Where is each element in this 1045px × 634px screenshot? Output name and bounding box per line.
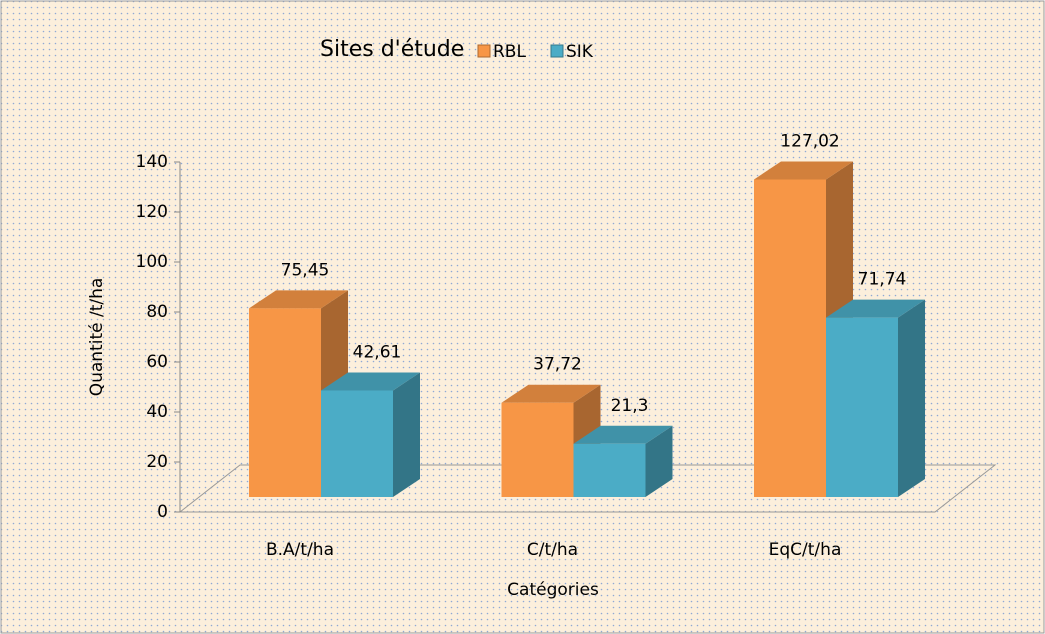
y-tick-label: 100 — [136, 252, 168, 272]
value-label: 127,02 — [780, 131, 839, 151]
y-tick-label: 0 — [157, 502, 168, 522]
bar-face — [573, 443, 646, 497]
value-label: 42,61 — [353, 342, 402, 362]
bar-face — [249, 308, 321, 497]
legend-label: SIK — [566, 42, 594, 62]
bar-face — [573, 425, 673, 444]
bar-face — [501, 384, 601, 403]
legend-title: Sites d'étude — [320, 37, 464, 62]
bar — [573, 425, 673, 497]
bar-face — [826, 299, 925, 318]
bar — [501, 384, 601, 497]
bar-face — [754, 179, 826, 497]
bar-face — [645, 425, 673, 497]
bar — [321, 372, 420, 497]
y-tick-label: 120 — [136, 202, 168, 222]
y-tick-label: 20 — [146, 452, 168, 472]
bar — [826, 299, 925, 497]
x-tick-label: B.A/t/ha — [266, 540, 334, 560]
y-axis-label: Quantité /t/ha — [87, 278, 107, 397]
legend-swatch — [550, 44, 564, 58]
bar-face — [826, 317, 898, 497]
y-tick-label: 80 — [146, 302, 168, 322]
value-label: 71,74 — [858, 270, 907, 290]
legend-label: RBL — [493, 42, 526, 62]
bar-face — [754, 161, 853, 180]
y-tick-label: 40 — [146, 402, 168, 422]
y-tick-label: 140 — [136, 152, 168, 172]
bar-face — [393, 372, 420, 497]
bar-face — [249, 290, 348, 309]
value-label: 37,72 — [533, 355, 582, 375]
bar-face — [898, 299, 925, 497]
x-tick-label: EqC/t/ha — [769, 540, 842, 560]
floor — [178, 464, 997, 513]
bar-face — [501, 402, 574, 497]
bar-face — [321, 372, 420, 391]
value-label: 75,45 — [281, 260, 330, 280]
x-tick-label: C/t/ha — [527, 540, 578, 560]
y-tick-label: 60 — [146, 352, 168, 372]
bar-face — [321, 390, 393, 497]
legend-swatch — [477, 44, 491, 58]
value-label: 21,3 — [611, 396, 649, 416]
x-axis-label: Catégories — [507, 580, 599, 600]
